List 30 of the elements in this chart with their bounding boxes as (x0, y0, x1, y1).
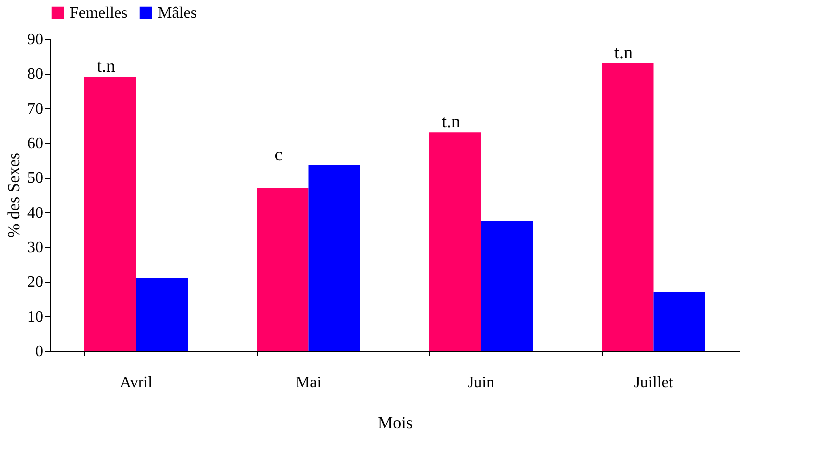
legend-label: Femelles (70, 5, 128, 22)
annotation: t.n (442, 112, 461, 132)
y-tick-label: 80 (28, 66, 44, 84)
x-axis-title: Mois (378, 414, 413, 432)
annotation: t.n (614, 42, 634, 62)
bar (136, 278, 188, 351)
y-tick-label: 30 (28, 240, 44, 256)
y-tick-label: 10 (28, 308, 44, 326)
bar (654, 292, 706, 351)
y-tick-label: 40 (28, 204, 44, 222)
x-tick-label: Mai (296, 374, 322, 392)
annotation: t.n (96, 56, 116, 76)
y-axis-title: % des Sexes (4, 153, 24, 238)
annotation: c (274, 144, 283, 165)
x-tick-label: Avril (120, 374, 154, 392)
y-tick-label: 20 (28, 274, 44, 292)
x-tick-label: Juillet (634, 374, 674, 392)
bar (84, 77, 136, 351)
bar (257, 188, 309, 351)
bar (308, 166, 360, 351)
bar (481, 221, 533, 351)
y-tick-label: 0 (36, 344, 44, 360)
y-tick-label: 70 (28, 100, 44, 118)
y-tick-label: 50 (28, 170, 44, 188)
x-tick-label: Juin (468, 374, 495, 392)
y-tick-label: 90 (28, 32, 44, 48)
legend-label: Mâles (158, 5, 198, 22)
bar (430, 132, 482, 351)
bar (602, 63, 654, 351)
y-tick-label: 60 (28, 136, 44, 152)
